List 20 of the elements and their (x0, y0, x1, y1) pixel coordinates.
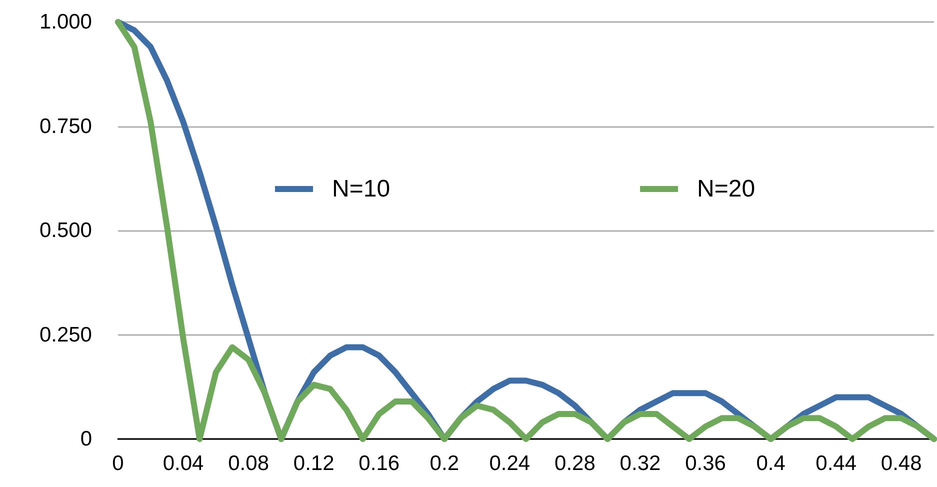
x-tick-label: 0.28 (554, 452, 596, 475)
x-tick-label: 0.48 (880, 452, 922, 475)
y-tick-label: 0.500 (39, 219, 92, 242)
x-tick-label: 0.08 (228, 452, 269, 475)
legend-label: N=20 (697, 176, 756, 202)
y-tick-label: 0 (80, 428, 92, 450)
y-tick-label: 1.000 (39, 10, 92, 34)
x-tick-label: 0.12 (293, 452, 334, 475)
legend-label: N=10 (332, 176, 390, 202)
x-tick-label: 0.04 (162, 452, 204, 475)
y-tick-label: 0.750 (39, 114, 92, 138)
x-tick-label: 0 (112, 452, 124, 475)
x-tick-label: 0.44 (816, 452, 857, 475)
x-tick-label: 0.24 (489, 452, 530, 475)
x-tick-label: 0.2 (430, 452, 459, 475)
x-tick-label: 0.36 (685, 452, 726, 475)
x-tick-label: 0.16 (358, 452, 400, 475)
y-tick-label: 0.250 (39, 323, 92, 346)
x-tick-label: 0.4 (756, 452, 786, 475)
x-tick-label: 0.32 (620, 452, 661, 475)
